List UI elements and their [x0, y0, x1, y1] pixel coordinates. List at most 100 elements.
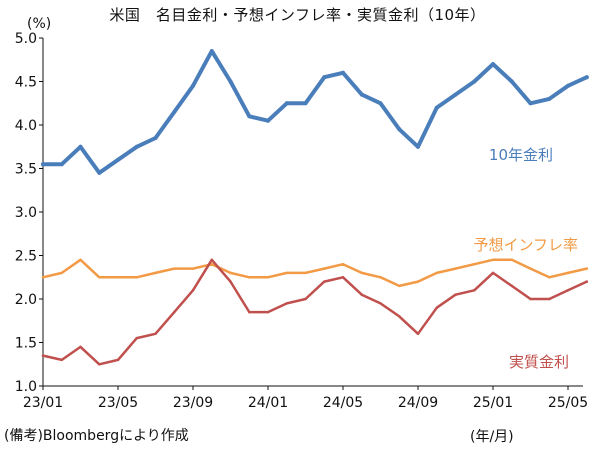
- x-unit-label: (年/月): [470, 429, 514, 445]
- y-tick-label: 4.5: [15, 75, 37, 91]
- data-point-nominal: [191, 83, 195, 88]
- data-point-nominal: [172, 109, 177, 114]
- y-tick-label: 3.5: [15, 162, 37, 178]
- data-point-real: [41, 354, 45, 357]
- data-point-real: [248, 310, 251, 314]
- data-point-nominal: [397, 127, 402, 132]
- data-point-nominal: [509, 79, 514, 84]
- data-point-inflation: [191, 267, 195, 270]
- data-point-inflation: [435, 271, 439, 275]
- data-point-real: [379, 302, 382, 305]
- data-point-real: [79, 345, 82, 349]
- data-point-nominal: [566, 83, 570, 88]
- data-point-nominal: [547, 96, 552, 101]
- data-point-inflation: [229, 271, 232, 275]
- data-point-nominal: [584, 75, 589, 80]
- series-line-real: [41, 258, 589, 366]
- series-line-inflation: [41, 258, 589, 288]
- data-point-real: [341, 276, 345, 279]
- data-point-nominal: [453, 92, 458, 97]
- x-ticks: 23/01 23/05 23/09 24/01 24/05 24/09 25/01 25/05: [23, 386, 588, 411]
- data-point-inflation: [98, 276, 101, 279]
- data-point-real: [491, 271, 495, 275]
- data-point-inflation: [41, 276, 45, 279]
- data-point-real: [304, 297, 307, 301]
- data-point-real: [191, 289, 195, 292]
- data-point-inflation: [154, 271, 157, 275]
- data-point-inflation: [566, 271, 570, 275]
- x-tick-label: 25/05: [548, 395, 588, 411]
- data-point-nominal: [153, 136, 158, 140]
- data-point-nominal: [322, 75, 327, 80]
- y-ticks: 1.0 1.5 2.0 2.5 3.0 3.5 4.0 4.5 5.0: [15, 31, 43, 395]
- x-tick-label: 23/01: [23, 395, 63, 411]
- y-tick-label: 1.0: [15, 379, 37, 395]
- data-point-inflation: [116, 276, 120, 279]
- data-point-real: [116, 358, 120, 362]
- source-note: (備考)Bloombergにより作成: [4, 428, 189, 444]
- data-point-nominal: [247, 114, 252, 119]
- data-point-real: [173, 310, 176, 314]
- data-point-inflation: [285, 271, 289, 275]
- data-point-inflation: [360, 271, 364, 275]
- data-point-real: [360, 293, 364, 296]
- data-point-inflation: [379, 276, 382, 279]
- data-point-nominal: [209, 49, 214, 54]
- data-point-inflation: [548, 276, 551, 279]
- data-point-inflation: [135, 276, 139, 279]
- data-point-inflation: [210, 262, 214, 266]
- data-point-real: [473, 289, 476, 292]
- x-tick-label: 24/01: [248, 395, 288, 411]
- data-point-real: [416, 332, 420, 336]
- series-lines: [41, 49, 589, 366]
- data-point-real: [323, 280, 326, 283]
- data-point-nominal: [416, 144, 420, 149]
- data-point-inflation: [79, 258, 82, 262]
- data-point-inflation: [454, 267, 457, 270]
- data-point-real: [510, 284, 514, 288]
- x-tick-label: 25/01: [473, 395, 513, 411]
- data-point-real: [210, 258, 214, 262]
- data-point-real: [266, 310, 270, 314]
- y-tick-label: 4.0: [15, 118, 37, 134]
- data-point-real: [585, 280, 589, 283]
- data-point-nominal: [228, 79, 233, 84]
- series-label-real: 実質金利: [509, 353, 569, 371]
- y-tick-label: 2.0: [15, 292, 37, 308]
- data-point-real: [435, 306, 439, 309]
- data-point-nominal: [59, 162, 64, 167]
- data-point-nominal: [303, 101, 308, 106]
- data-point-real: [285, 302, 289, 305]
- data-point-nominal: [491, 62, 495, 67]
- data-point-nominal: [378, 101, 383, 106]
- x-tick-label: 23/09: [173, 395, 213, 411]
- data-point-real: [529, 297, 532, 301]
- data-point-real: [98, 363, 101, 366]
- y-tick-label: 2.5: [15, 249, 37, 265]
- y-unit-label: (%): [27, 16, 52, 32]
- chart-title: 米国 名目金利・予想インフレ率・実質金利（10年）: [109, 6, 486, 24]
- data-point-nominal: [434, 105, 439, 110]
- data-point-nominal: [78, 144, 83, 149]
- data-point-inflation: [266, 276, 270, 279]
- data-point-real: [548, 297, 551, 301]
- data-point-inflation: [473, 262, 476, 266]
- y-tick-label: 5.0: [15, 31, 37, 47]
- data-point-inflation: [248, 276, 251, 279]
- data-point-inflation: [529, 267, 532, 270]
- data-point-inflation: [323, 267, 326, 270]
- data-point-inflation: [60, 271, 64, 275]
- data-point-inflation: [341, 262, 345, 266]
- data-point-nominal: [528, 101, 533, 106]
- data-point-inflation: [416, 280, 420, 283]
- data-point-nominal: [134, 144, 139, 149]
- data-point-nominal: [472, 79, 477, 84]
- data-point-real: [229, 280, 232, 283]
- data-point-real: [135, 336, 139, 340]
- data-point-nominal: [97, 170, 102, 175]
- x-tick-label: 24/05: [323, 395, 363, 411]
- series-label-inflation: 予想インフレ率: [473, 236, 578, 254]
- data-point-nominal: [341, 70, 345, 75]
- data-point-nominal: [41, 162, 45, 167]
